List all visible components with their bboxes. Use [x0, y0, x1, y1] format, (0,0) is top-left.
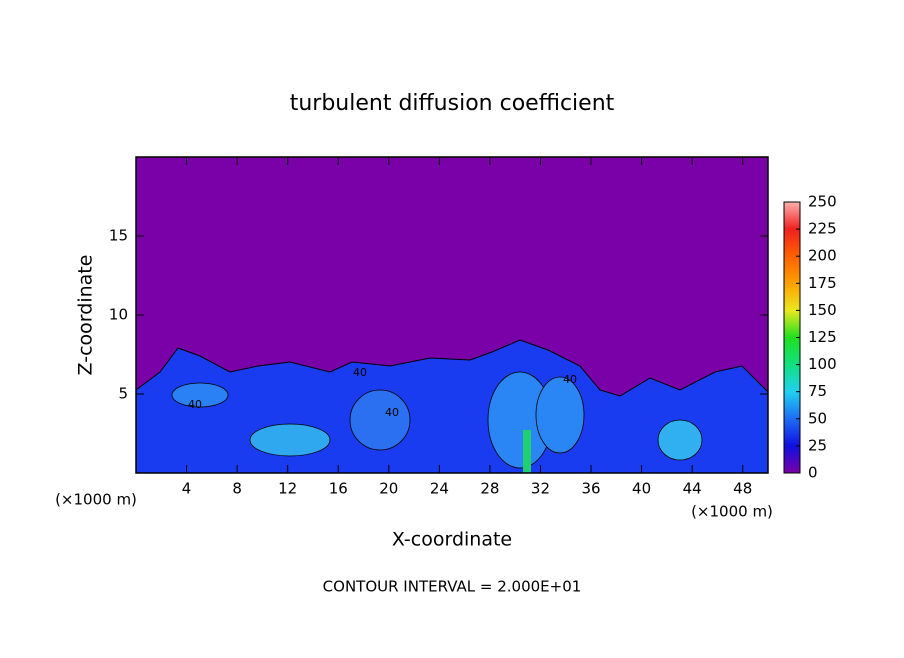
colorbar-tick-label: 125	[808, 328, 837, 346]
y-tick-label: 10	[109, 306, 128, 324]
colorbar-tick-label: 50	[808, 409, 827, 427]
colorbar-tick-label: 25	[808, 436, 827, 454]
y-axis-label: Z-coordinate	[75, 255, 97, 376]
field-blob	[535, 376, 585, 454]
x-tick-label: 8	[232, 480, 242, 498]
colorbar-tick-label: 0	[808, 464, 818, 482]
contour-label: 40	[385, 406, 399, 419]
x-tick-label: 4	[182, 480, 192, 498]
y-tick-label: 5	[118, 385, 128, 403]
x-tick-label: 16	[329, 480, 348, 498]
x-tick-label: 32	[531, 480, 550, 498]
colorbar-tick-label: 150	[808, 301, 837, 319]
field-blob	[657, 419, 703, 461]
field-blob	[523, 430, 531, 473]
x-tick-label: 48	[733, 480, 752, 498]
x-axis-label: X-coordinate	[392, 529, 512, 551]
chart-title: turbulent diffusion coefficient	[290, 91, 615, 116]
colorbar-tick-label: 225	[808, 220, 837, 238]
x-tick-label: 28	[480, 480, 499, 498]
colorbar-tick-label: 250	[808, 193, 837, 211]
x-unit-label: (×1000 m)	[691, 503, 773, 521]
x-tick-label: 24	[430, 480, 449, 498]
x-tick-label: 12	[278, 480, 297, 498]
contour-label: 40	[353, 366, 367, 379]
contour-label: 40	[563, 373, 577, 386]
x-tick-label: 40	[632, 480, 651, 498]
field	[135, 157, 769, 474]
x-tick-label: 44	[683, 480, 702, 498]
colorbar-tick-label: 200	[808, 247, 837, 265]
x-unit-label: (×1000 m)	[55, 491, 137, 509]
colorbar-tick-label: 100	[808, 355, 837, 373]
field-blob	[249, 423, 331, 457]
colorbar-tick-label: 175	[808, 274, 837, 292]
field-blob	[171, 382, 229, 408]
x-tick-label: 36	[581, 480, 600, 498]
contour-label: 40	[188, 398, 202, 411]
contour-note: CONTOUR INTERVAL = 2.000E+01	[323, 578, 582, 596]
y-tick-label: 15	[109, 227, 128, 245]
field-blob	[349, 389, 411, 451]
colorbar-tick-label: 75	[808, 382, 827, 400]
x-tick-label: 20	[379, 480, 398, 498]
